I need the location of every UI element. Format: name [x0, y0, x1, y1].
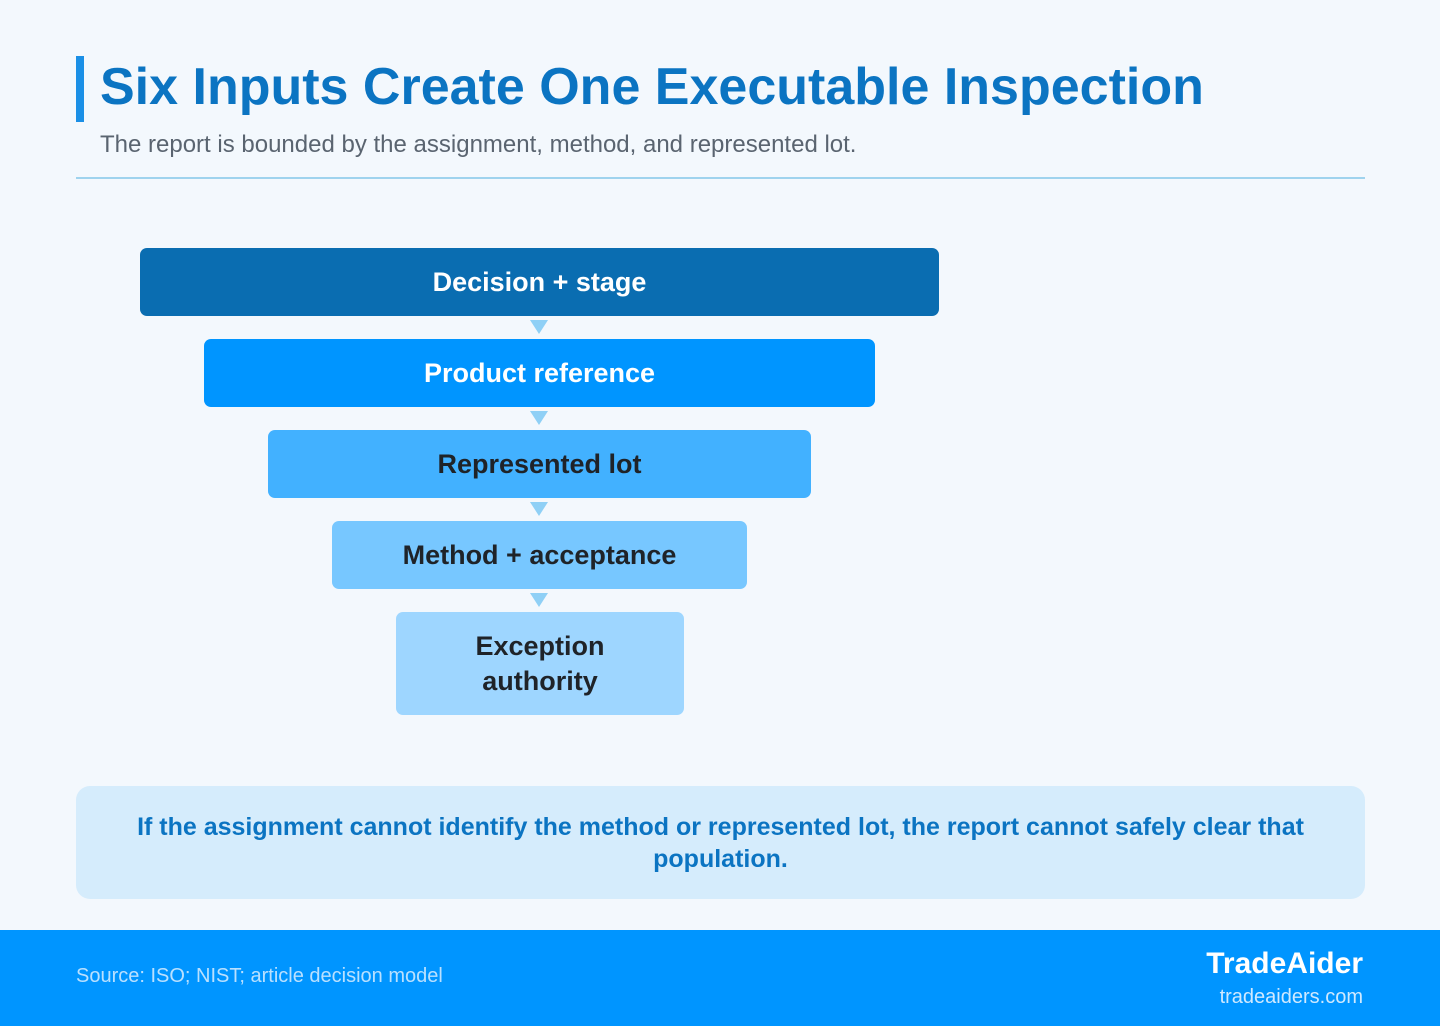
page-title: Six Inputs Create One Executable Inspect…	[100, 58, 1204, 116]
funnel-step-represented-lot: Represented lot	[268, 430, 811, 498]
funnel-step-exception-authority: Exception authority	[396, 612, 684, 715]
funnel-step-product-reference: Product reference	[204, 339, 875, 407]
down-arrow-icon	[530, 502, 548, 516]
funnel-step-decision-stage: Decision + stage	[140, 248, 939, 316]
footer: Source: ISO; NIST; article decision mode…	[0, 930, 1440, 1026]
down-arrow-icon	[530, 320, 548, 334]
callout-text: If the assignment cannot identify the me…	[137, 812, 1304, 873]
page-subtitle: The report is bounded by the assignment,…	[100, 131, 857, 158]
title-accent-bar	[76, 56, 84, 122]
brand-url-link[interactable]: tradeaiders.com	[1219, 986, 1363, 1008]
source-note: Source: ISO; NIST; article decision mode…	[76, 965, 443, 987]
down-arrow-icon	[530, 411, 548, 425]
funnel-step-method-acceptance: Method + acceptance	[332, 521, 747, 589]
down-arrow-icon	[530, 593, 548, 607]
brand-name: TradeAider	[1206, 947, 1363, 980]
header-divider	[76, 177, 1365, 179]
warning-callout: If the assignment cannot identify the me…	[76, 786, 1365, 899]
